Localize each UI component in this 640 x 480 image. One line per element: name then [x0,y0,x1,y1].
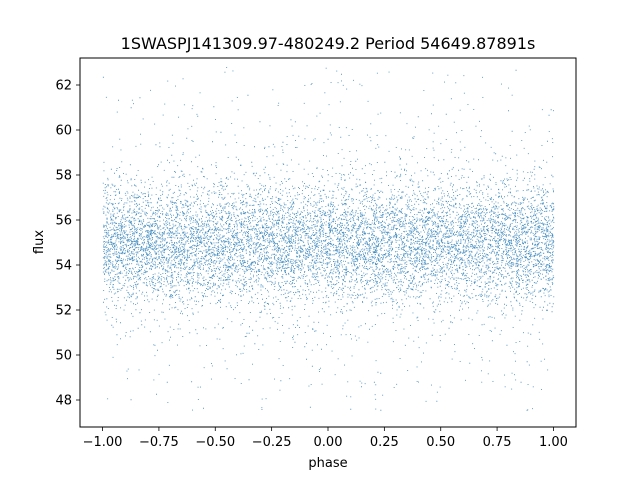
x-tick-label: 0.75 [483,435,512,450]
x-tick-label: 1.00 [539,435,568,450]
y-tick-label: 62 [55,79,72,94]
y-tick-label: 60 [55,124,72,139]
x-tick-label: 0.25 [370,435,399,450]
data-point-cloud [102,67,555,411]
x-axis: −1.00 −0.75 −0.50 −0.25 0.00 0.25 0.50 0.75 1.00 [83,427,568,450]
x-tick-label: −0.25 [252,435,292,450]
y-tick-label: 58 [55,169,72,184]
y-tick-label: 48 [55,394,72,409]
y-tick-label: 50 [55,349,72,364]
x-tick-label: −0.50 [195,435,235,450]
x-tick-label: −0.75 [139,435,179,450]
y-tick-label: 56 [55,214,72,229]
y-tick-label: 52 [55,304,72,319]
scatter-points [102,67,555,411]
chart-title: 1SWASPJ141309.97-480249.2 Period 54649.8… [121,34,536,53]
y-axis-label: flux [32,230,47,254]
x-tick-label: 0.50 [426,435,455,450]
x-tick-label: −1.00 [83,435,123,450]
x-tick-label: 0.00 [314,435,343,450]
y-axis: 48 50 52 54 56 58 60 62 [55,79,80,409]
x-axis-label: phase [308,456,347,471]
y-tick-label: 54 [55,259,72,274]
